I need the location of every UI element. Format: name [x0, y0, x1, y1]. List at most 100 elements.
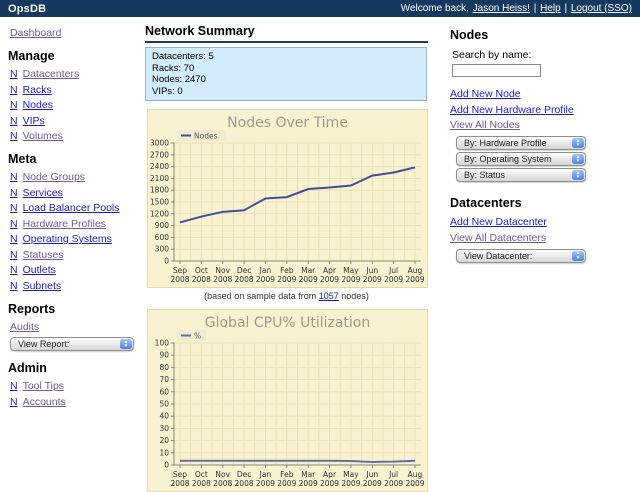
svg-text:2400: 2400: [150, 162, 169, 171]
add-new-hardware-profile-link[interactable]: Add New Hardware Profile: [450, 103, 574, 116]
user-profile-link[interactable]: Jason Heiss!: [472, 3, 530, 14]
svg-text:2009: 2009: [256, 275, 275, 284]
sample-nodes-count-link[interactable]: 1057: [318, 291, 339, 301]
new-load-balancer-pool-shortcut-link[interactable]: N: [10, 202, 18, 214]
sidebar-row-datacenters: N Datacenters: [10, 69, 142, 80]
svg-text:2009: 2009: [405, 479, 424, 488]
node-search-input[interactable]: [452, 64, 541, 77]
svg-text:%: %: [194, 332, 201, 341]
svg-text:2009: 2009: [299, 479, 318, 488]
sidebar-item-tool-tips[interactable]: Tool Tips: [22, 380, 65, 392]
summary-nodes: Nodes: 2470: [152, 74, 206, 85]
sidebar-item-hardware-profiles[interactable]: Hardware Profiles: [22, 217, 107, 230]
sidebar-item-load-balancer-pools[interactable]: Load Balancer Pools: [22, 202, 120, 214]
sidebar-item-statuses[interactable]: Statuses: [22, 248, 64, 261]
view-all-datacenters-link[interactable]: View All Datacenters: [450, 231, 547, 244]
svg-text:Aug: Aug: [408, 470, 423, 479]
sidebar-item-operating-systems[interactable]: Operating Systems: [22, 233, 112, 245]
new-subnet-shortcut-link[interactable]: N: [10, 279, 18, 292]
new-hardware-profile-shortcut-link[interactable]: N: [10, 217, 18, 230]
sidebar-row-services: N Services: [10, 186, 142, 199]
search-by-name-label: Search by name:: [452, 49, 532, 61]
sidebar-item-services[interactable]: Services: [22, 186, 63, 199]
svg-text:30: 30: [159, 424, 169, 433]
new-rack-shortcut-link[interactable]: N: [10, 83, 18, 96]
view-datacenter-select-value: View Datacenter:: [464, 250, 533, 261]
add-new-node-link[interactable]: Add New Node: [450, 88, 521, 100]
add-new-datacenter-link[interactable]: Add New Datacenter: [450, 216, 547, 228]
svg-text:2700: 2700: [150, 150, 169, 159]
svg-text:2009: 2009: [320, 479, 339, 488]
svg-text:Sep: Sep: [173, 266, 187, 275]
svg-text:0: 0: [164, 461, 169, 470]
svg-text:900: 900: [155, 221, 170, 230]
view-all-nodes-link[interactable]: View All Nodes: [450, 119, 520, 131]
new-status-shortcut-link[interactable]: N: [10, 248, 18, 261]
svg-text:2009: 2009: [299, 275, 318, 284]
by-hardware-profile-select[interactable]: By: Hardware Profile ▲ ▼: [456, 136, 586, 150]
svg-text:Oct: Oct: [195, 266, 208, 275]
help-link[interactable]: Help: [540, 3, 561, 14]
svg-text:2009: 2009: [363, 479, 382, 488]
sidebar-item-nodes[interactable]: Nodes: [22, 99, 53, 111]
svg-text:May: May: [343, 470, 359, 479]
network-summary-heading: Network Summary: [145, 24, 428, 43]
svg-text:50: 50: [159, 400, 169, 409]
sidebar-item-audits[interactable]: Audits: [10, 320, 40, 333]
new-account-shortcut-link[interactable]: N: [10, 395, 18, 408]
logout-link[interactable]: Logout (SSO): [570, 3, 632, 14]
svg-text:70: 70: [159, 375, 169, 384]
divider: |: [564, 3, 568, 14]
svg-text:Dec: Dec: [237, 470, 252, 479]
sidebar-item-outlets[interactable]: Outlets: [22, 264, 56, 276]
sidebar-item-datacenters[interactable]: Datacenters: [22, 68, 80, 80]
svg-text:2008: 2008: [170, 275, 189, 284]
new-service-shortcut-link[interactable]: N: [10, 186, 18, 199]
view-report-select[interactable]: View Report: ▲ ▼: [10, 337, 134, 351]
svg-text:2009: 2009: [341, 479, 360, 488]
sidebar-item-vips[interactable]: VIPs: [22, 114, 45, 127]
caption-prefix: (based on sample data from: [204, 291, 317, 301]
nodes-chart-title: Nodes Over Time: [227, 115, 348, 131]
sidebar-item-volumes[interactable]: Volumes: [22, 130, 63, 142]
summary-racks: Racks: 70: [152, 62, 195, 74]
sidebar-row-accounts: N Accounts: [10, 395, 142, 408]
welcome-text: Welcome back,: [400, 3, 469, 14]
sidebar-item-dashboard[interactable]: Dashboard: [10, 27, 62, 39]
new-volume-shortcut-link[interactable]: N: [10, 130, 18, 142]
by-operating-system-select[interactable]: By: Operating System ▲ ▼: [456, 152, 586, 166]
nodes-over-time-chart: Nodes Over Time 0 300 600 900 1200 1500 1800 21…: [147, 109, 428, 288]
sidebar-row-volumes: N Volumes: [10, 131, 142, 142]
select-arrows-icon: ▲ ▼: [572, 138, 584, 148]
new-vip-shortcut-link[interactable]: N: [10, 114, 18, 127]
sidebar-row-nodes: N Nodes: [10, 100, 142, 111]
svg-text:0: 0: [164, 257, 169, 266]
svg-text:2008: 2008: [213, 275, 232, 284]
new-datacenter-shortcut-link[interactable]: N: [10, 68, 18, 80]
cpu-chart-title: Global CPU% Utilization: [204, 315, 371, 331]
new-operating-system-shortcut-link[interactable]: N: [10, 233, 18, 245]
sidebar-item-racks[interactable]: Racks: [22, 83, 52, 96]
sidebar-item-subnets[interactable]: Subnets: [22, 279, 62, 292]
sidebar-item-node-groups[interactable]: Node Groups: [22, 171, 86, 183]
sample-data-caption: (based on sample data from 1057 nodes): [145, 291, 428, 301]
by-operating-system-select-value: By: Operating System: [464, 154, 552, 164]
new-tool-tip-shortcut-link[interactable]: N: [10, 380, 18, 392]
svg-text:2009: 2009: [405, 275, 424, 284]
sidebar-row-statuses: N Statuses: [10, 248, 142, 261]
app-title: OpsDB: [8, 2, 47, 15]
svg-text:2008: 2008: [235, 275, 254, 284]
by-status-select[interactable]: By: Status ▲ ▼: [456, 168, 586, 182]
new-outlet-shortcut-link[interactable]: N: [10, 264, 18, 276]
new-node-shortcut-link[interactable]: N: [10, 99, 18, 111]
new-node-group-shortcut-link[interactable]: N: [10, 171, 18, 183]
select-arrows-icon: ▲ ▼: [120, 339, 132, 349]
section-heading-meta: Meta: [8, 152, 37, 166]
svg-text:Nov: Nov: [215, 266, 230, 275]
svg-text:2100: 2100: [150, 174, 169, 183]
svg-text:80: 80: [159, 363, 169, 372]
svg-text:2008: 2008: [170, 479, 189, 488]
svg-text:Dec: Dec: [237, 266, 252, 275]
view-datacenter-select[interactable]: View Datacenter: ▲ ▼: [456, 248, 586, 263]
sidebar-item-accounts[interactable]: Accounts: [22, 395, 66, 408]
